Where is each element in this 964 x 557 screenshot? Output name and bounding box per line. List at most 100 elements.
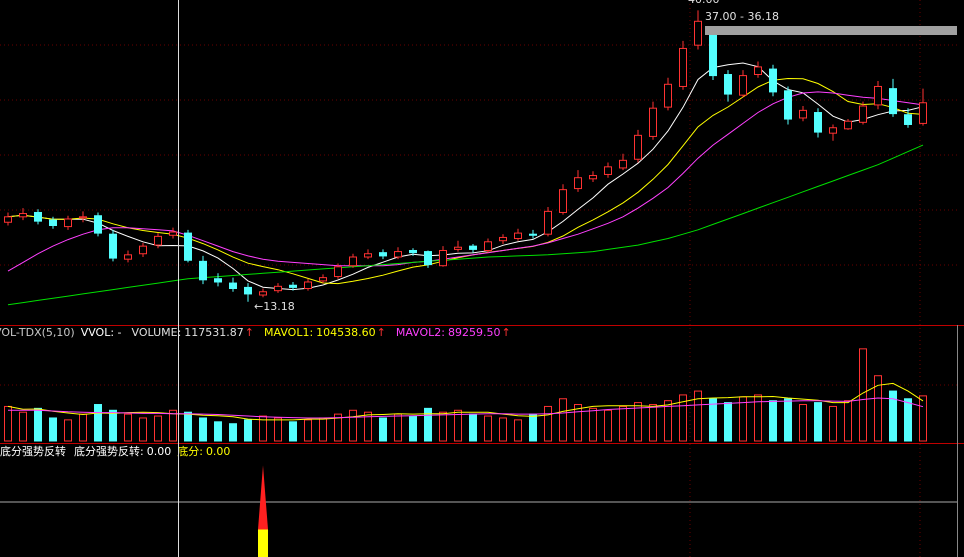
volume-bar xyxy=(454,409,462,442)
candle-body xyxy=(574,177,582,190)
legend-text: 0.00 xyxy=(206,445,231,458)
volume-bar xyxy=(679,394,687,442)
legend-text: 底分: xyxy=(177,444,203,458)
volume-bar xyxy=(424,407,432,442)
candle-body xyxy=(319,277,327,282)
volume-bar xyxy=(484,415,492,442)
volume-bar xyxy=(334,413,342,442)
volume-bar xyxy=(244,419,252,442)
volume-bar xyxy=(874,375,882,442)
candle-body xyxy=(739,75,747,96)
legend-text: 89259.50 xyxy=(448,326,501,339)
candle-body xyxy=(124,254,132,260)
candle-body xyxy=(379,252,387,257)
candle-body xyxy=(499,236,507,242)
mavol-line xyxy=(7,382,924,421)
ma-line xyxy=(7,91,924,272)
volume-bar xyxy=(919,395,927,442)
candle-body xyxy=(109,233,117,259)
legend-text: 117531.87 xyxy=(184,326,244,339)
volume-bar xyxy=(109,409,117,442)
range-band xyxy=(705,26,957,35)
volume-bar xyxy=(559,398,567,442)
volume-bar xyxy=(694,390,702,442)
volume-bar xyxy=(769,400,777,442)
candle-body xyxy=(79,216,87,219)
candle-body xyxy=(49,219,57,227)
legend-text: 0.00 xyxy=(147,445,172,458)
candle-body xyxy=(529,233,537,236)
ma-line xyxy=(7,144,924,306)
candle-body xyxy=(64,218,72,228)
candle-body xyxy=(769,68,777,93)
volume-bar xyxy=(784,398,792,442)
candle-body xyxy=(559,189,567,213)
volume-bar xyxy=(619,405,627,442)
volume-bar xyxy=(844,400,852,442)
signal-spike xyxy=(258,465,268,530)
candle-body xyxy=(469,245,477,250)
legend-text: ↑ xyxy=(502,326,511,339)
volume-bar xyxy=(274,417,282,442)
volume-bar xyxy=(229,423,237,442)
candle-body xyxy=(304,281,312,289)
volume-bar xyxy=(154,415,162,442)
annotation: 13.18 xyxy=(263,300,295,313)
volume-bar xyxy=(394,413,402,442)
volume-bar xyxy=(634,402,642,442)
volume-bar xyxy=(814,402,822,442)
candle-body xyxy=(754,66,762,76)
volume-bar xyxy=(214,421,222,442)
candle-body xyxy=(139,245,147,255)
legend-text: 底分强势反转 xyxy=(0,444,66,458)
candle-body xyxy=(214,278,222,283)
legend-text: MAVOL1: xyxy=(264,326,313,339)
candle-body xyxy=(454,246,462,250)
candle-body xyxy=(409,249,417,254)
volume-bar xyxy=(199,417,207,442)
volume-bar xyxy=(739,396,747,442)
candle-body xyxy=(349,256,357,267)
legend-text: VVOL: - xyxy=(81,326,122,339)
legend-text: VOL-TDX(5,10) xyxy=(0,326,75,339)
candle-body xyxy=(634,134,642,160)
candle-body xyxy=(619,159,627,169)
candle-body xyxy=(94,215,102,234)
volume-bar xyxy=(49,417,57,442)
volume-bar xyxy=(19,411,27,442)
candle-body xyxy=(259,291,267,296)
volume-bar xyxy=(604,409,612,442)
candle-body xyxy=(484,241,492,251)
candle-body xyxy=(4,216,12,223)
candle-body xyxy=(799,109,807,119)
volume-bar xyxy=(589,407,597,442)
volume-bar xyxy=(379,417,387,442)
mavol-line xyxy=(8,397,924,419)
candle-body xyxy=(34,211,42,222)
volume-bar xyxy=(64,419,72,442)
candle-body xyxy=(19,213,27,218)
volume-bar xyxy=(754,394,762,442)
candle-body xyxy=(889,88,897,115)
volume-bar xyxy=(544,405,552,442)
candle-body xyxy=(199,260,207,281)
candle-body xyxy=(544,210,552,235)
candle-body xyxy=(589,175,597,180)
candle-body xyxy=(904,114,912,125)
candle-body xyxy=(829,127,837,134)
volume-bar xyxy=(469,413,477,442)
annotation: 40.00 xyxy=(688,0,720,6)
volume-bar xyxy=(709,398,717,442)
volume-bar xyxy=(409,415,417,442)
volume-bar xyxy=(499,417,507,442)
candle-body xyxy=(664,83,672,108)
volume-bar xyxy=(364,411,372,442)
legend-text: MAVOL2: xyxy=(396,326,445,339)
candle-body xyxy=(694,20,702,46)
candle-body xyxy=(154,235,162,246)
volume-bar xyxy=(889,390,897,442)
candle-body xyxy=(784,90,792,120)
volume-bar xyxy=(34,407,42,442)
